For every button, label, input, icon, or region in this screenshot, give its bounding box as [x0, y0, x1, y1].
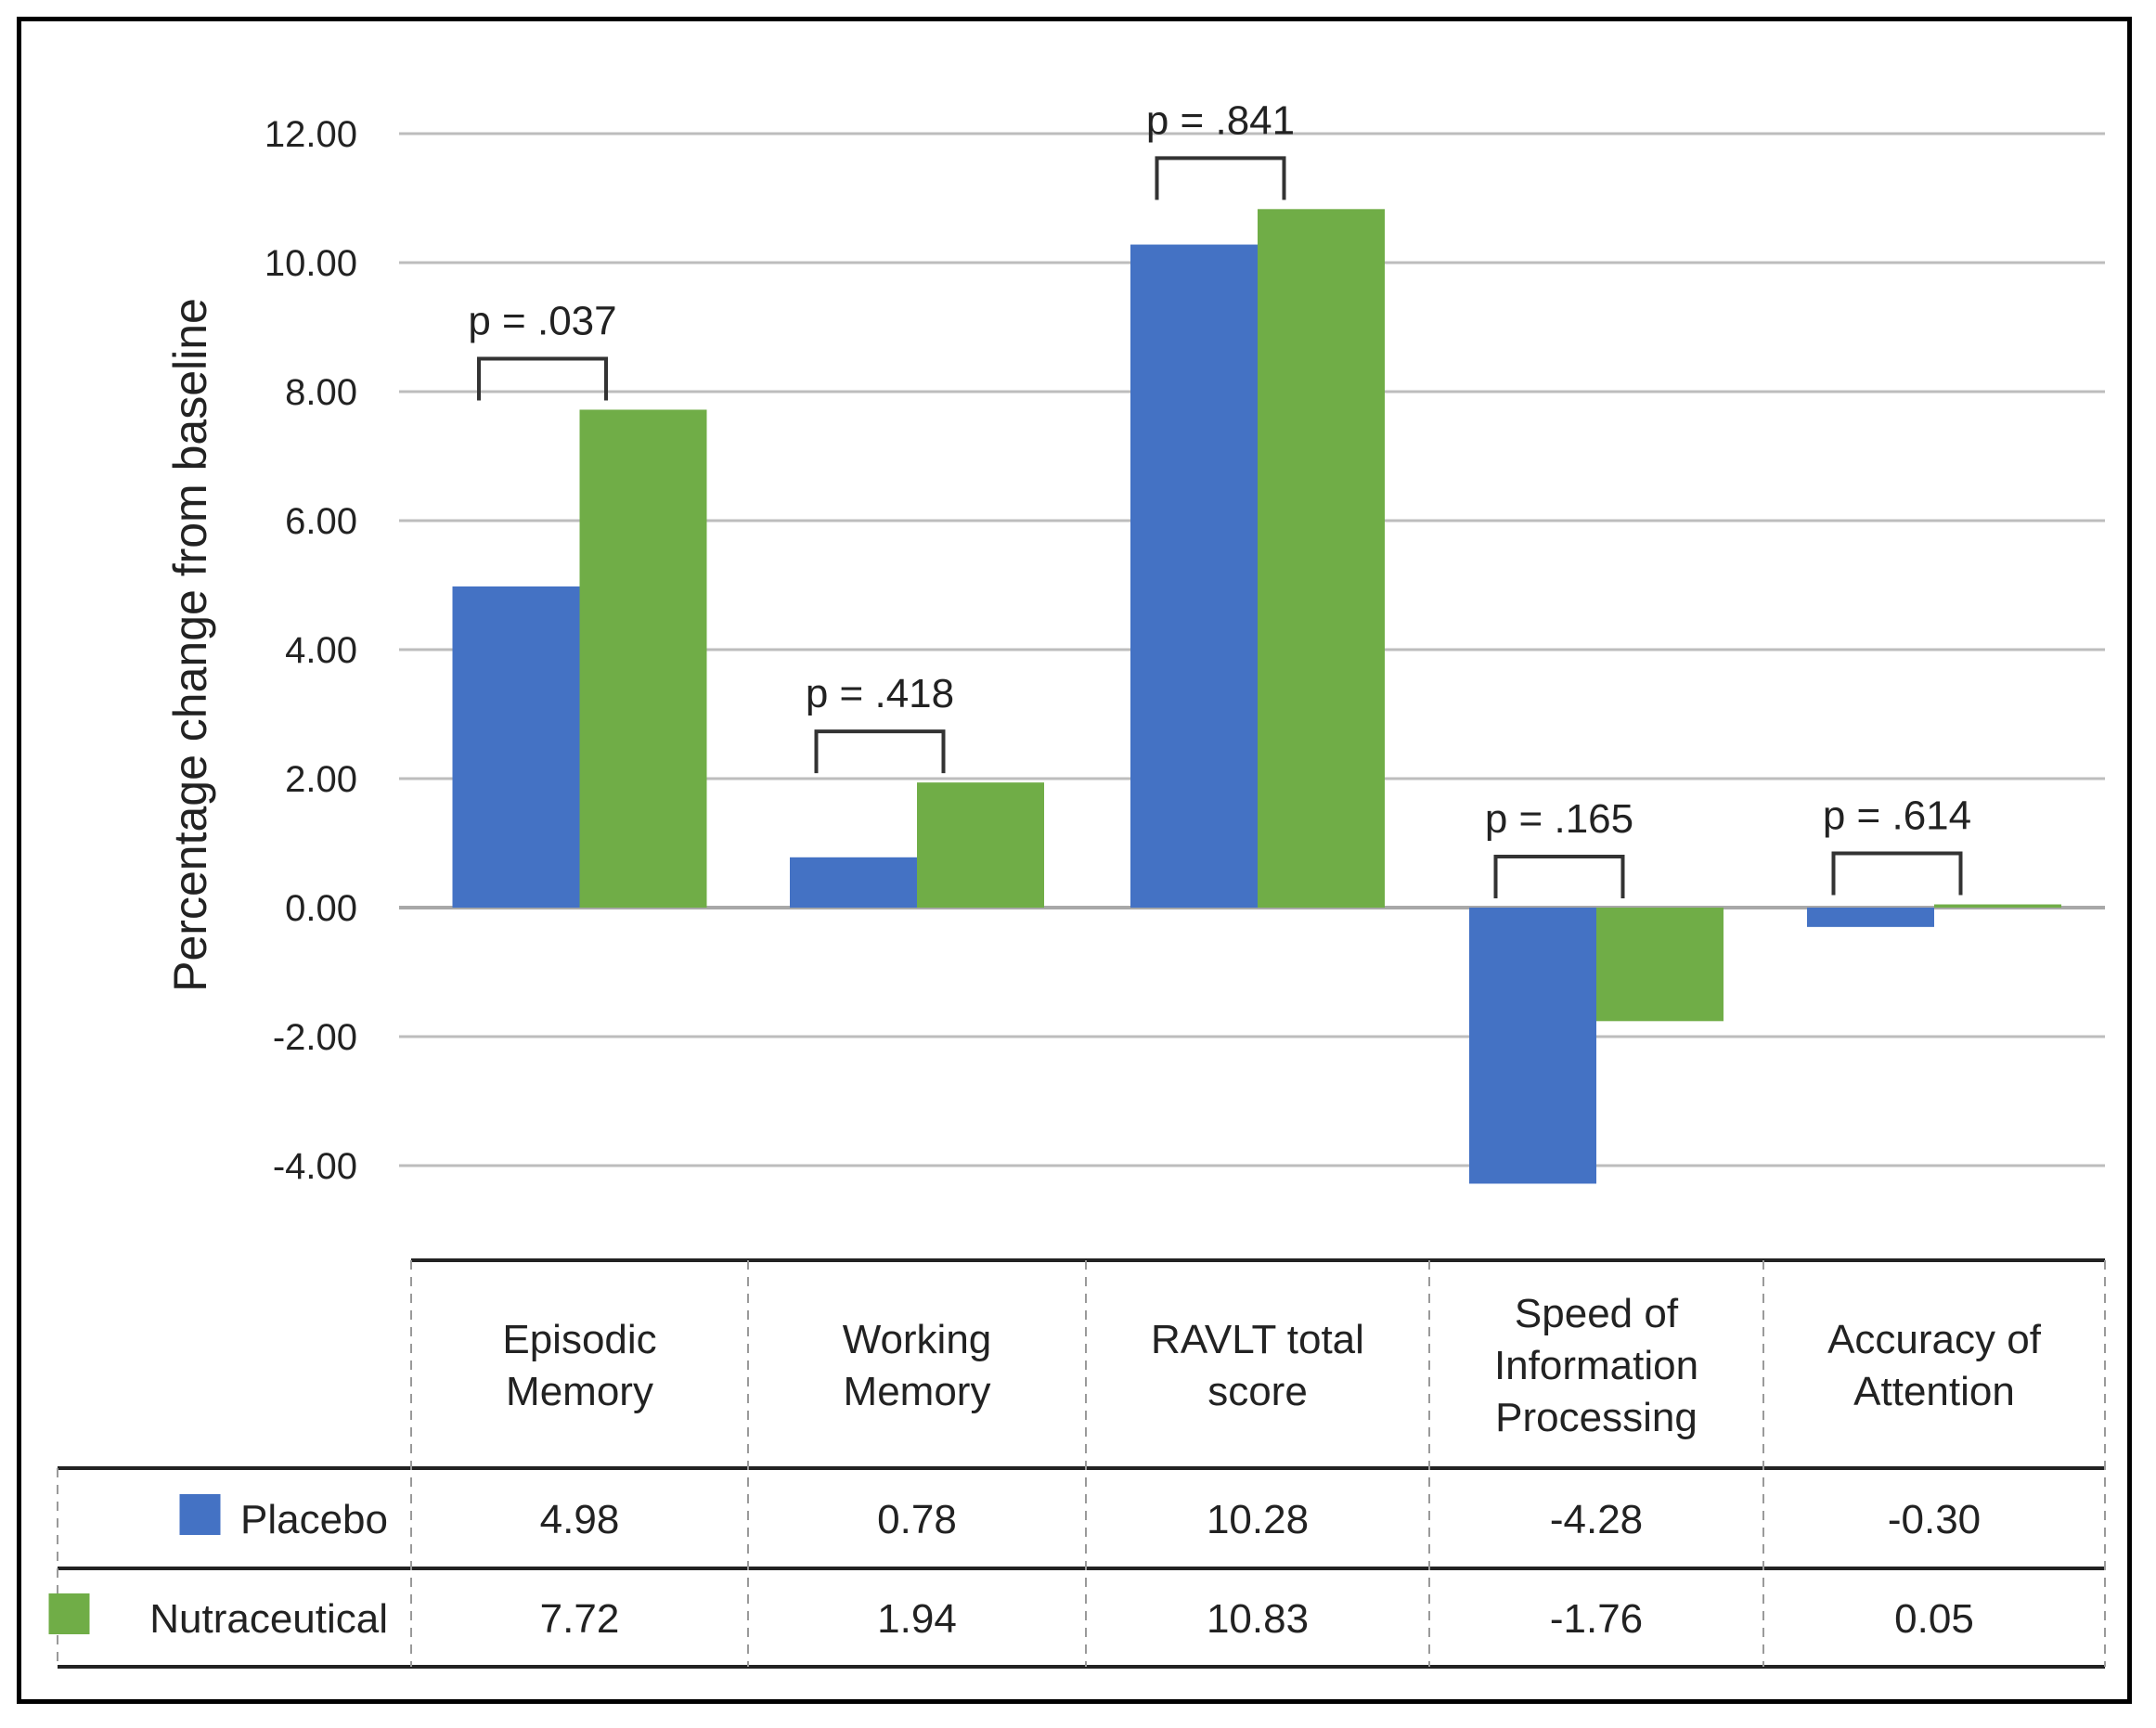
- table-value: 7.72: [540, 1596, 620, 1642]
- y-tick-label: -2.00: [273, 1017, 357, 1058]
- legend-label-placebo: Placebo: [240, 1497, 388, 1542]
- table-value: 0.78: [877, 1497, 957, 1542]
- bar-nutraceutical-4: [1596, 908, 1724, 1022]
- significance-bracket: [1155, 156, 1286, 200]
- y-tick-label: 4.00: [285, 630, 357, 671]
- bar-placebo-5: [1807, 908, 1934, 927]
- y-axis-ticks: 12.00 10.00 8.00 6.00 4.00 2.00 0.00 -2.00 -4.00: [265, 114, 357, 1187]
- legend-label-nutraceutical: Nutraceutical: [149, 1596, 388, 1642]
- y-tick-label: 12.00: [265, 114, 357, 155]
- legend-swatch-nutraceutical: [48, 1593, 90, 1634]
- y-tick-label: 2.00: [285, 759, 357, 800]
- table-value: 4.98: [540, 1497, 620, 1542]
- category-label-line: Speed of: [1515, 1291, 1679, 1336]
- category-label: RAVLT total score: [1151, 1317, 1364, 1414]
- table-value: 10.83: [1207, 1596, 1309, 1642]
- bar-nutraceutical-5: [1934, 904, 2061, 908]
- bars: [452, 209, 2061, 1184]
- significance-bracket: [1493, 855, 1625, 898]
- bar-nutraceutical-2: [917, 782, 1044, 908]
- bar-nutraceutical-3: [1258, 209, 1385, 908]
- category-label-line: Memory: [506, 1369, 653, 1414]
- bar-placebo-3: [1130, 244, 1258, 908]
- significance-bracket: [1831, 851, 1963, 896]
- figure-frame: [17, 17, 2132, 1704]
- y-tick-label: 6.00: [285, 501, 357, 542]
- category-label: Working Memory: [843, 1317, 992, 1414]
- p-value-label: p = .418: [806, 671, 954, 716]
- table-value: 1.94: [877, 1596, 957, 1642]
- legend-swatch-placebo: [179, 1494, 221, 1535]
- p-value-label: p = .037: [468, 298, 616, 343]
- category-label-line: score: [1207, 1369, 1308, 1414]
- category-label: Speed of Information Processing: [1494, 1291, 1698, 1440]
- table-value: -4.28: [1550, 1497, 1643, 1542]
- y-tick-label: 8.00: [285, 372, 357, 413]
- category-label-line: Processing: [1495, 1395, 1698, 1440]
- category-label-line: Information: [1494, 1343, 1698, 1388]
- bar-placebo-1: [452, 586, 580, 908]
- y-tick-label: 10.00: [265, 243, 357, 284]
- category-label: Accuracy of Attention: [1827, 1317, 2042, 1414]
- significance-annotations: p = .037 p = .418 p = .841 p = .165 p = .614: [468, 97, 1971, 898]
- bar-nutraceutical-1: [579, 409, 707, 909]
- category-label-line: Attention: [1853, 1369, 2015, 1414]
- category-label-line: Working: [843, 1317, 992, 1362]
- table-value: -1.76: [1550, 1596, 1643, 1642]
- table-value: 0.05: [1894, 1596, 1974, 1642]
- category-label-line: Episodic: [502, 1317, 656, 1362]
- y-axis-label: Percentage change from baseline: [164, 298, 216, 992]
- bar-placebo-2: [790, 857, 917, 908]
- category-label: Episodic Memory: [502, 1317, 656, 1414]
- table-value: 10.28: [1207, 1497, 1309, 1542]
- significance-bracket: [814, 729, 946, 774]
- table-value: -0.30: [1888, 1497, 1981, 1542]
- p-value-label: p = .614: [1823, 793, 1971, 839]
- p-value-label: p = .841: [1146, 97, 1295, 143]
- category-label-line: Accuracy of: [1827, 1317, 2042, 1362]
- p-value-label: p = .165: [1485, 796, 1633, 842]
- category-label-line: RAVLT total: [1151, 1317, 1364, 1362]
- y-tick-label: 0.00: [285, 888, 357, 929]
- bar-placebo-4: [1469, 908, 1596, 1184]
- y-tick-label: -4.00: [273, 1146, 357, 1187]
- category-label-line: Memory: [844, 1369, 991, 1414]
- data-table: Episodic Memory Working Memory RAVLT total sc…: [48, 1258, 2106, 1669]
- significance-bracket: [477, 356, 608, 401]
